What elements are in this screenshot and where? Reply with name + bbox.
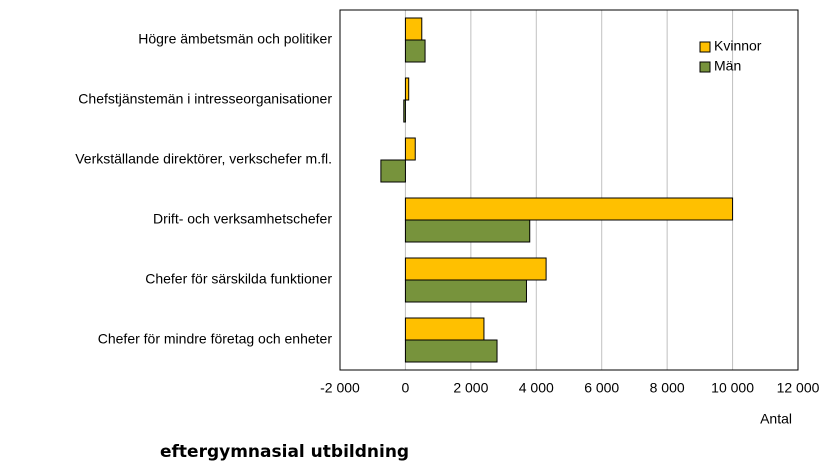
bar [404, 137, 416, 161]
y-tick-label: Chefstjänstemän i intresseorganisationer [78, 91, 332, 107]
x-tick-label: 12 000 [777, 380, 820, 396]
legend-swatch [699, 41, 711, 53]
bar [404, 317, 485, 341]
caption: eftergymnasial utbildning [160, 442, 409, 462]
legend-swatch [699, 61, 711, 73]
x-tick-label: 6 000 [584, 380, 619, 396]
x-tick-label: 10 000 [711, 380, 754, 396]
legend-label: Män [714, 58, 741, 74]
y-tick-label: Chefer för mindre företag och enheter [98, 331, 333, 347]
legend-label: Kvinnor [714, 38, 762, 54]
plot-frame [339, 9, 799, 371]
bar [404, 39, 426, 63]
y-tick-label: Högre ämbetsmän och politiker [138, 31, 332, 47]
x-tick-label: 2 000 [453, 380, 488, 396]
bar [404, 197, 734, 221]
x-tick-label: 0 [402, 380, 410, 396]
x-tick-label: -2 000 [320, 380, 360, 396]
bar [380, 159, 406, 183]
x-tick-label: 8 000 [650, 380, 685, 396]
bar [404, 257, 547, 281]
x-axis-label: Antal [760, 411, 792, 427]
bar [404, 279, 527, 303]
bar [404, 17, 423, 41]
x-tick-label: 4 000 [519, 380, 554, 396]
bar [403, 99, 406, 123]
y-tick-label: Chefer för särskilda funktioner [145, 271, 332, 287]
y-tick-label: Drift- och verksamhetschefer [153, 211, 332, 227]
bar [404, 219, 531, 243]
bar [404, 77, 410, 101]
bar [404, 339, 498, 363]
y-tick-label: Verkställande direktörer, verkschefer m.… [75, 151, 332, 167]
